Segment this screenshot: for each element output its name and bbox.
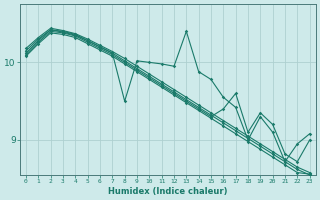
- X-axis label: Humidex (Indice chaleur): Humidex (Indice chaleur): [108, 187, 228, 196]
